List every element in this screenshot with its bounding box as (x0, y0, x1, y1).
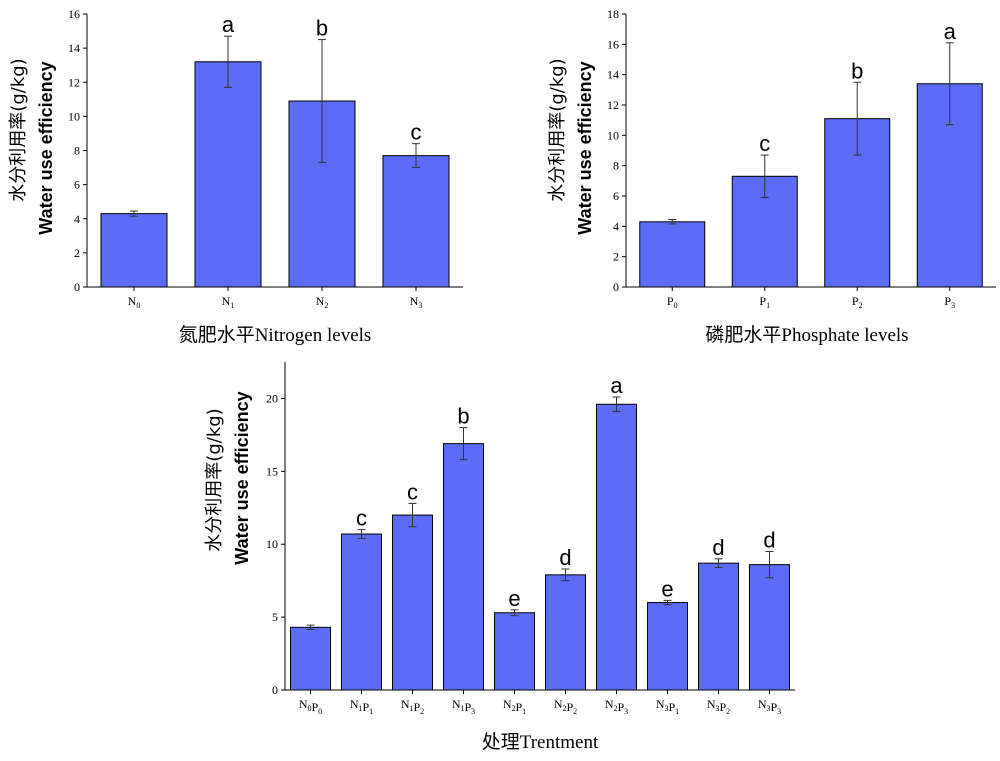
phosphate-y-axis-title-en: Water use efficiency (575, 61, 595, 234)
nitrogen-y-tick-label: 2 (74, 246, 80, 260)
treatment-x-tick-label: N3P2 (707, 697, 730, 716)
treatment-y-tick-label: 5 (272, 610, 278, 624)
phosphate-x-tick-label: P1 (759, 294, 770, 310)
treatment-significance-letter: d (559, 545, 571, 570)
phosphate-y-axis-title-cn: 水分利用率(g/kg) (547, 58, 568, 201)
phosphate-x-tick-label: P0 (667, 294, 678, 310)
treatment-y-axis-title-en: Water use efficiency (232, 391, 252, 564)
treatment-significance-letter: e (661, 576, 673, 601)
treatment-bar (698, 562, 739, 691)
treatment-x-tick-label: N2P2 (554, 697, 577, 716)
phosphate-y-tick-label: 4 (613, 219, 619, 233)
treatment-y-tick-label: 0 (272, 683, 278, 697)
nitrogen-y-tick-label: 16 (68, 7, 80, 21)
nitrogen-bar (382, 155, 450, 288)
treatment-x-tick-label: N3P1 (656, 697, 679, 716)
phosphate-y-tick-label: 8 (613, 159, 619, 173)
phosphate-x-tick-label: P3 (944, 294, 955, 310)
treatment-x-tick-label: N0P0 (299, 697, 322, 716)
treatment-bar (443, 443, 484, 691)
phosphate-y-tick-label: 16 (607, 37, 619, 51)
nitrogen-significance-letter: a (222, 12, 235, 37)
nitrogen-y-axis-title-en: Water use efficiency (36, 61, 56, 234)
treatment-x-tick-label: N2P1 (503, 697, 526, 716)
nitrogen-y-axis-title-cn: 水分利用率(g/kg) (8, 58, 29, 201)
treatment-significance-letter: d (763, 528, 775, 553)
treatment-significance-letter: e (508, 586, 520, 611)
treatment-bar (341, 533, 382, 691)
phosphate-y-tick-label: 2 (613, 250, 619, 264)
treatment-x-tick-label: N1P3 (452, 697, 475, 716)
phosphate-bar (639, 221, 706, 288)
treatment-significance-letter: c (407, 479, 418, 504)
nitrogen-y-tick-label: 6 (74, 178, 80, 192)
phosphate-significance-letter: c (759, 131, 770, 156)
treatment-x-axis-title: 处理Trentment (482, 731, 599, 753)
treatment-y-tick-label: 15 (266, 464, 278, 478)
phosphate-x-axis-title: 磷肥水平Phosphate levels (705, 324, 908, 346)
nitrogen-x-axis-title: 氮肥水平Nitrogen levels (179, 324, 372, 346)
phosphate-y-tick-label: 0 (613, 280, 619, 294)
nitrogen-significance-letter: b (316, 16, 328, 41)
treatment-bar (545, 574, 586, 691)
phosphate-y-tick-label: 18 (607, 7, 619, 21)
treatment-x-tick-label: N1P2 (401, 697, 424, 716)
nitrogen-x-tick-label: N1 (222, 294, 235, 310)
treatment-significance-letter: d (712, 535, 724, 560)
treatment-significance-letter: a (610, 373, 623, 398)
nitrogen-significance-letter: c (411, 120, 422, 145)
treatment-x-tick-label: N1P1 (350, 697, 373, 716)
nitrogen-y-tick-label: 0 (74, 280, 80, 294)
phosphate-x-tick-label: P2 (852, 294, 863, 310)
treatment-bar (290, 626, 331, 691)
treatment-bar (749, 564, 790, 691)
phosphate-significance-letter: a (944, 19, 957, 44)
phosphate-significance-letter: b (851, 58, 863, 83)
treatment-significance-letter: b (457, 404, 469, 429)
treatment-y-tick-label: 10 (266, 537, 278, 551)
nitrogen-x-tick-label: N2 (316, 294, 329, 310)
treatment-bar (392, 514, 433, 691)
nitrogen-x-tick-label: N0 (128, 294, 141, 310)
treatment-y-axis-title-cn: 水分利用率(g/kg) (204, 408, 225, 551)
treatment-bar (494, 612, 535, 691)
treatment-bar (647, 602, 688, 691)
treatment-chart-panel: 0 5 10 15 20 N0P0 c N1P1 c N1P2 b N1P3 e N2P1 d N2P2 a N2… (266, 362, 795, 716)
nitrogen-y-tick-label: 14 (68, 41, 80, 55)
nitrogen-bar (100, 213, 168, 288)
treatment-y-tick-label: 20 (266, 391, 278, 405)
phosphate-y-tick-label: 12 (607, 98, 619, 112)
phosphate-y-tick-label: 6 (613, 189, 619, 203)
nitrogen-chart-panel: 0 2 4 6 8 10 12 14 16 N0 a N1 b N2 c N3 (68, 7, 463, 310)
nitrogen-y-tick-label: 4 (74, 212, 80, 226)
treatment-significance-letter: c (356, 506, 367, 531)
nitrogen-y-tick-label: 12 (68, 75, 80, 89)
phosphate-y-tick-label: 14 (607, 68, 619, 82)
nitrogen-bar (194, 61, 262, 288)
treatment-x-tick-label: N3P3 (758, 697, 781, 716)
treatment-x-tick-label: N2P3 (605, 697, 628, 716)
treatment-bar (596, 403, 637, 691)
nitrogen-y-tick-label: 8 (74, 144, 80, 158)
phosphate-chart-panel: 0 2 4 6 8 10 12 14 16 18 P0 c P1 b P2 a P3 (607, 7, 996, 310)
nitrogen-x-tick-label: N3 (410, 294, 423, 310)
nitrogen-y-tick-label: 10 (68, 109, 80, 123)
phosphate-y-tick-label: 10 (607, 128, 619, 142)
